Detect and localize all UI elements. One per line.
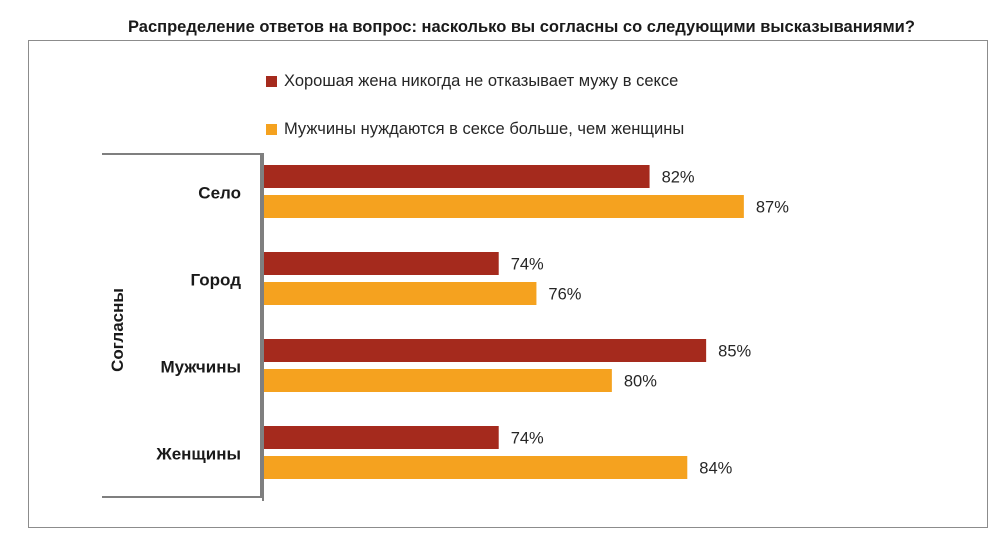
data-label: 76% xyxy=(548,286,581,304)
data-label: 82% xyxy=(662,169,695,187)
data-label: 74% xyxy=(511,430,544,448)
bar-series-2 xyxy=(263,282,537,305)
legend-label-series-2: Мужчины нуждаются в сексе больше, чем же… xyxy=(284,119,685,138)
bar-series-1 xyxy=(263,426,499,449)
legend-entry-series-1: Хорошая жена никогда не отказывает мужу … xyxy=(266,71,678,91)
data-label: 85% xyxy=(718,343,751,361)
data-label: 74% xyxy=(511,256,544,274)
category-label: Город xyxy=(190,271,241,290)
legend-swatch-series-1 xyxy=(266,75,277,87)
legend-label-series-1: Хорошая жена никогда не отказывает мужу … xyxy=(284,71,679,90)
bar-series-1 xyxy=(263,165,650,188)
category-group-bracket xyxy=(102,153,262,498)
category-label: Женщины xyxy=(155,445,241,464)
bar-series-2 xyxy=(263,195,744,218)
chart-title: Распределение ответов на вопрос: насколь… xyxy=(128,18,915,36)
bar-series-2 xyxy=(263,456,688,479)
legend-entry-series-2: Мужчины нуждаются в сексе больше, чем же… xyxy=(266,119,684,139)
data-label: 80% xyxy=(624,373,657,391)
chart-frame xyxy=(28,40,988,528)
category-label: Село xyxy=(198,184,241,203)
bar-series-1 xyxy=(263,252,499,275)
data-label: 84% xyxy=(699,460,732,478)
data-label: 87% xyxy=(756,199,789,217)
bar-series-2 xyxy=(263,369,612,392)
category-label: Мужчины xyxy=(160,358,241,377)
bar-series-1 xyxy=(263,339,707,362)
legend-swatch-series-2 xyxy=(266,123,277,135)
